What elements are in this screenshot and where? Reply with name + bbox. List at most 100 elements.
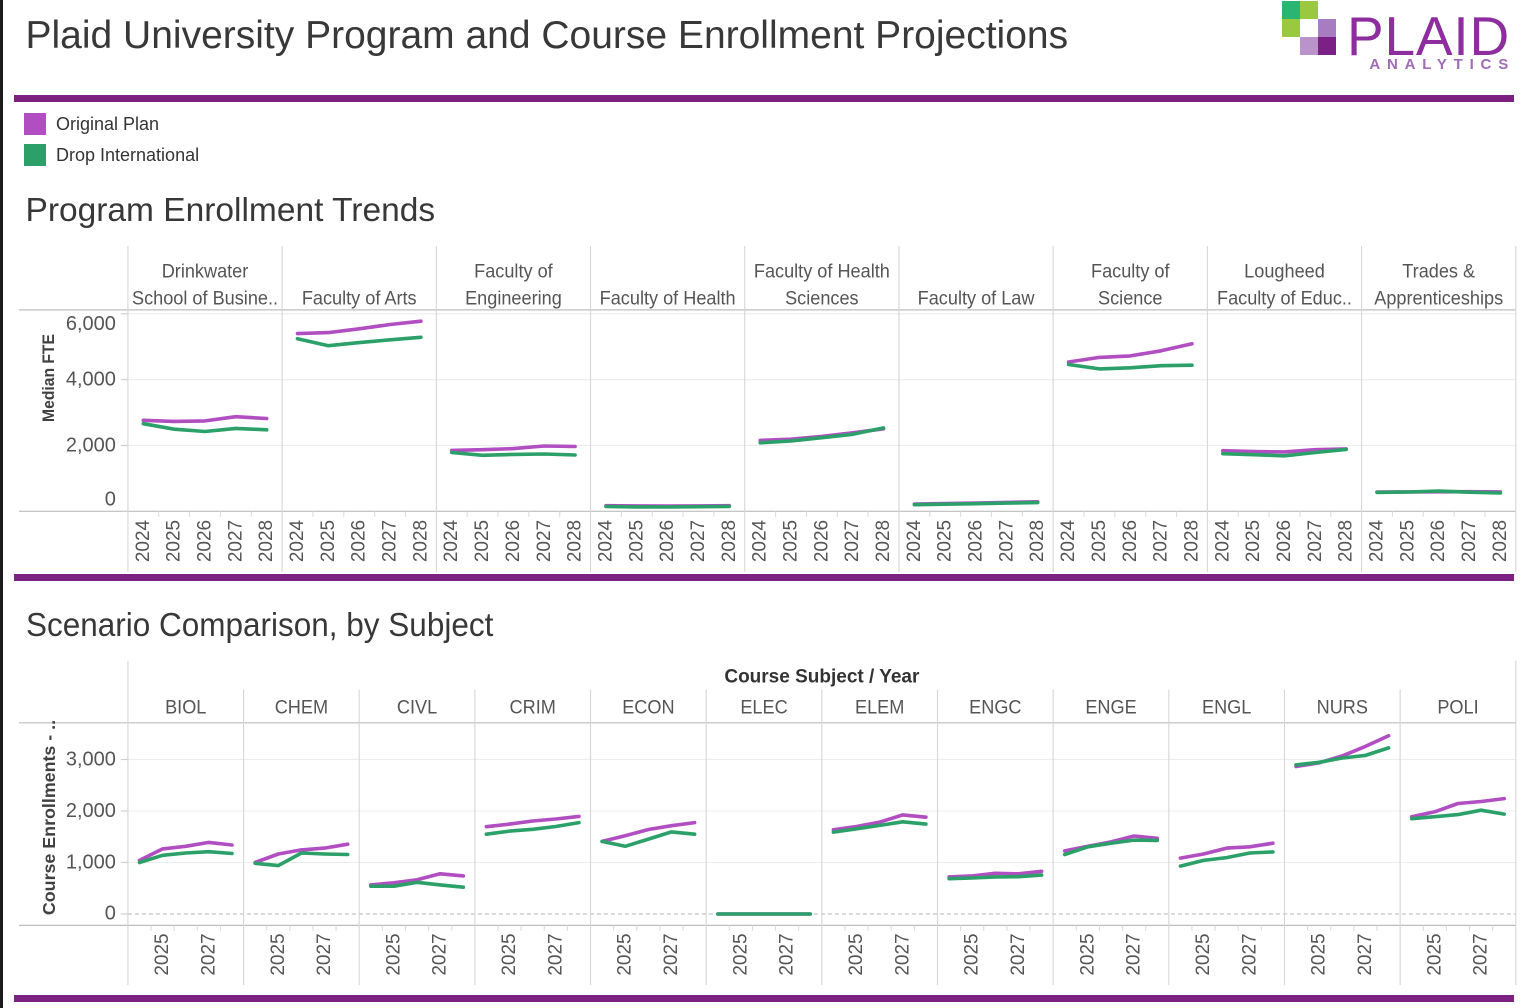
panel-header: ELEM [855,696,904,718]
legend-item-drop-international[interactable]: Drop International [24,144,199,166]
y-tick-label: 3,000 [66,749,116,771]
divider-bar-middle [14,574,1514,581]
data-line-drop-international[interactable] [1062,838,1160,857]
data-line-original-plan[interactable] [600,820,697,844]
x-tick-label: 2026 [503,520,524,562]
x-tick-label: 2026 [966,520,987,562]
data-line-drop-international[interactable] [137,849,234,865]
dashboard-left-border [0,0,3,1008]
x-tick-label: 2028 [256,520,277,562]
data-line-original-plan[interactable] [1409,796,1506,819]
dashboard-title: Plaid University Program and Course Enro… [25,13,1069,57]
data-line-drop-international[interactable] [141,421,269,434]
x-tick-label: 2027 [430,933,451,975]
data-line-drop-international[interactable] [604,504,732,509]
panel-header: Drinkwater [162,260,249,282]
logo-square [1282,19,1301,38]
x-tick-label: 2026 [1120,520,1141,562]
x-tick-label: 2025 [781,520,802,562]
legend-label-drop-international: Drop International [56,144,200,165]
data-line-drop-international[interactable] [484,820,581,837]
x-tick-label: 2027 [1124,933,1145,975]
x-tick-label: 2024 [441,519,462,562]
legend-item-original-plan[interactable]: Original Plan [24,113,199,135]
x-tick-label: 2027 [1459,520,1480,562]
x-tick-label: 2025 [1077,933,1098,975]
panel-header: CHEM [275,696,328,718]
panel-header: ENGL [1202,696,1251,718]
panel-header: Faculty of [474,260,553,282]
x-tick-label: 2028 [410,520,431,562]
panel-header: Faculty of Health [754,260,890,282]
data-line-original-plan[interactable] [1221,447,1348,454]
panel-header: CIVL [397,696,437,718]
x-tick-label: 2024 [287,519,308,562]
x-tick-label: 2024 [750,519,771,562]
x-tick-label: 2027 [892,933,913,975]
y-axis-title: Course Enrollments - .. [39,720,59,915]
data-line-original-plan[interactable] [253,842,350,865]
panel-header: School of Busine.. [132,287,278,309]
data-line-original-plan[interactable] [295,319,423,336]
data-line-drop-international[interactable] [368,880,466,890]
x-tick-label: 2027 [661,933,682,975]
x-tick-label: 2025 [626,520,647,562]
logo-square [1300,1,1319,20]
x-tick-label: 2025 [164,520,185,562]
x-tick-label: 2026 [195,520,216,562]
data-line-drop-international[interactable] [449,450,577,458]
data-line-original-plan[interactable] [141,414,269,424]
data-line-original-plan[interactable] [1066,341,1194,364]
x-tick-label: 2025 [615,933,636,975]
panel-header: Sciences [785,287,859,309]
panel-header: Lougheed [1244,260,1325,282]
data-line-original-plan[interactable] [831,813,928,832]
x-tick-label: 2027 [1471,933,1492,975]
logo-square [1318,19,1337,38]
x-tick-label: 2024 [1367,519,1388,562]
data-line-original-plan[interactable] [137,840,234,863]
panel-header: Faculty of Health [600,287,736,309]
data-line-drop-international[interactable] [295,335,423,348]
data-line-original-plan[interactable] [368,871,466,887]
data-line-drop-international[interactable] [1375,489,1503,495]
data-line-original-plan[interactable] [947,869,1044,879]
data-line-drop-international[interactable] [1178,850,1275,868]
data-line-drop-international[interactable] [1409,808,1506,821]
x-tick-label: 2027 [1008,933,1029,975]
y-tick-label: 4,000 [66,369,116,391]
x-tick-label: 2026 [1428,520,1449,562]
panel-header: POLI [1437,696,1478,718]
data-line-original-plan[interactable] [1178,841,1275,860]
data-line-drop-international[interactable] [600,830,697,849]
x-tick-label: 2027 [688,520,709,562]
data-line-original-plan[interactable] [449,444,577,453]
x-tick-label: 2027 [314,933,335,975]
x-tick-label: 2027 [380,520,401,562]
divider-bar-bottom [14,995,1514,1002]
x-tick-label: 2025 [1424,933,1445,975]
logo-square [1300,37,1319,56]
data-line-drop-international[interactable] [1066,362,1194,371]
legend-swatch-original-plan [24,113,46,135]
x-tick-label: 2027 [198,933,219,975]
panel-header: ECON [622,696,674,718]
x-tick-label: 2025 [730,933,751,975]
data-line-drop-international[interactable] [1221,447,1348,458]
data-line-drop-international[interactable] [253,851,350,868]
data-line-drop-international[interactable] [1294,746,1391,767]
data-line-drop-international[interactable] [758,426,886,445]
legend-swatch-drop-international [24,144,46,166]
data-line-drop-international[interactable] [947,873,1044,881]
x-tick-label: 2025 [1309,933,1330,975]
x-tick-label: 2027 [1239,933,1260,975]
x-tick-label: 2024 [133,519,154,562]
x-tick-label: 2028 [1490,520,1511,562]
data-line-drop-international[interactable] [831,819,928,834]
x-tick-label: 2025 [318,520,339,562]
x-tick-label: 2025 [1243,520,1264,562]
data-line-original-plan[interactable] [484,814,581,829]
data-line-drop-international[interactable] [912,500,1040,507]
x-tick-label: 2024 [1058,519,1079,562]
